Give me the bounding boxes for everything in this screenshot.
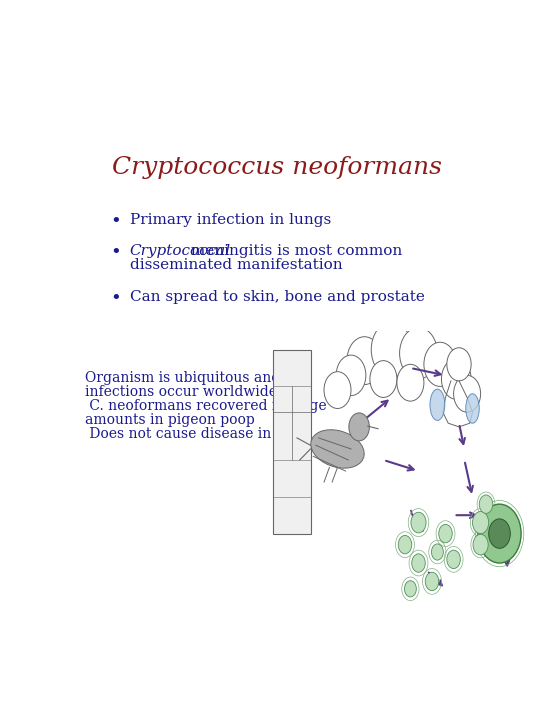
Ellipse shape [465,394,480,423]
Circle shape [404,581,416,597]
Text: infections occur worldwide: infections occur worldwide [85,385,276,399]
Circle shape [438,524,453,543]
Text: Cryptococcal: Cryptococcal [130,244,231,258]
Circle shape [372,322,412,377]
Circle shape [324,372,351,408]
Circle shape [442,359,471,400]
Circle shape [347,337,382,384]
Circle shape [447,348,471,381]
Circle shape [411,512,426,533]
Circle shape [489,519,510,549]
Text: Primary infection in lungs: Primary infection in lungs [130,213,330,228]
Circle shape [412,554,426,572]
Ellipse shape [311,430,364,468]
Circle shape [478,504,521,563]
Text: amounts in pigeon poop: amounts in pigeon poop [85,413,254,427]
Circle shape [480,495,493,513]
Circle shape [426,572,438,590]
Text: •: • [110,244,121,262]
Text: Can spread to skin, bone and prostate: Can spread to skin, bone and prostate [130,290,424,305]
Circle shape [473,534,488,555]
Circle shape [399,536,412,554]
Bar [273,350,310,534]
Circle shape [472,511,489,534]
Ellipse shape [430,389,445,420]
Circle shape [349,413,369,441]
Circle shape [424,342,456,387]
Text: Does not cause disease in birds: Does not cause disease in birds [85,427,312,441]
Text: Cryptococcus neoformans: Cryptococcus neoformans [112,156,442,179]
Circle shape [370,361,397,397]
Circle shape [397,364,424,401]
Circle shape [447,550,460,569]
Text: meningitis is most common: meningitis is most common [186,244,402,258]
Circle shape [431,544,443,560]
Text: C. neoformans recovered in large: C. neoformans recovered in large [85,399,326,413]
Text: disseminated manifestation: disseminated manifestation [130,258,342,272]
Text: Organism is ubiquitous and: Organism is ubiquitous and [85,372,280,385]
Text: •: • [110,290,121,308]
Circle shape [400,328,437,379]
Text: •: • [110,213,121,231]
Circle shape [336,355,366,395]
Circle shape [454,375,481,412]
